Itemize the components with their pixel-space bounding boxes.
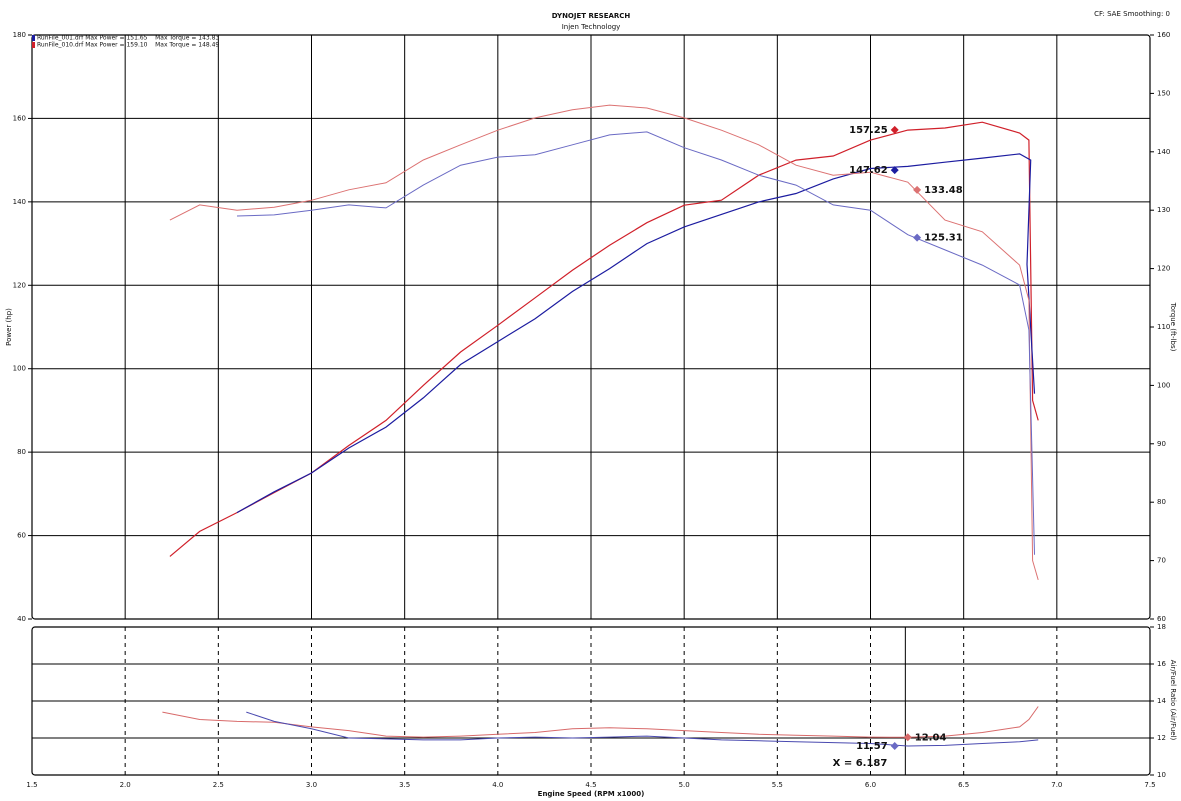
annotation-marker [890,125,899,134]
annotation-marker [903,733,912,742]
plot-frame [31,34,1151,620]
annotation-label: 11.57 [856,741,888,752]
y2-tick-label: 16 [1157,660,1166,668]
y-axis-label: Power (hp) [5,308,13,346]
x-tick-label: 2.5 [213,781,224,789]
x-tick-label: 5.0 [679,781,690,789]
series-line [236,153,1036,514]
annotation-label: 12.04 [915,732,947,743]
series-line [246,711,1039,747]
series-line [162,706,1039,738]
y2-tick-label: 160 [1157,31,1170,39]
legend-entry: RunFile_010.drf Max Power = 159.10 Max T… [37,42,219,49]
chart-subtitle: Injen Technology [562,23,621,31]
series-line [169,121,1039,557]
x-tick-label: 5.5 [772,781,783,789]
x-tick-label: 6.0 [865,781,876,789]
x-tick-label: 2.0 [120,781,131,789]
y2-tick-label: 140 [1157,148,1170,156]
x-tick-label: 4.5 [585,781,596,789]
x-tick-label: 4.0 [492,781,503,789]
settings-note: CF: SAE Smoothing: 0 [1094,10,1170,18]
y2-tick-label: 70 [1157,557,1166,565]
y2-tick-label: 12 [1157,734,1166,742]
y-tick-label: 80 [17,448,26,456]
y2-tick-label: 100 [1157,381,1170,389]
legend-entry: RunFile_001.drf Max Power = 151.65 Max T… [37,35,219,42]
y2-tick-label: 60 [1157,615,1166,623]
y-tick-label: 40 [17,615,26,623]
y-tick-label: 160 [13,114,26,122]
cursor-label: X = 6.187 [833,758,888,769]
series-line [169,104,1039,581]
annotation-marker [913,185,922,194]
x-axis-label: Engine Speed (RPM x1000) [538,790,645,798]
y2-tick-label: 90 [1157,440,1166,448]
y2-tick-label: 10 [1157,771,1166,779]
legend-swatch [32,35,35,41]
y-tick-label: 60 [17,532,26,540]
y2-tick-label: 80 [1157,498,1166,506]
annotation-marker [890,741,899,750]
annotation-marker [890,166,899,175]
y2-tick-label: 110 [1157,323,1170,331]
chart-title: DYNOJET RESEARCH [552,12,631,20]
y-tick-label: 100 [13,365,26,373]
annotation-label: 125.31 [924,233,963,244]
x-tick-label: 1.5 [26,781,37,789]
y2-tick-label: 150 [1157,89,1170,97]
y-tick-label: 140 [13,198,26,206]
x-tick-label: 7.5 [1144,781,1155,789]
y-tick-label: 120 [13,281,26,289]
annotation-marker [913,233,922,242]
y2-tick-label: 120 [1157,265,1170,273]
annotation-label: 133.48 [924,185,963,196]
annotation-label: 157.25 [849,125,888,136]
y2-tick-label: 18 [1157,623,1166,631]
legend-swatch [32,42,35,48]
series-line [236,131,1035,555]
x-tick-label: 3.5 [399,781,410,789]
afr-axis-label: Air/Fuel Ratio (Air/Fuel) [1169,660,1177,741]
x-tick-label: 6.5 [958,781,969,789]
y-tick-label: 180 [13,31,26,39]
x-tick-label: 7.0 [1051,781,1062,789]
x-tick-label: 3.0 [306,781,317,789]
y2-axis-label: Torque (ft-lbs) [1169,302,1177,352]
plot-frame [31,626,1151,776]
y2-tick-label: 130 [1157,206,1170,214]
y2-tick-label: 14 [1157,697,1166,705]
annotation-label: 147.62 [849,165,888,176]
